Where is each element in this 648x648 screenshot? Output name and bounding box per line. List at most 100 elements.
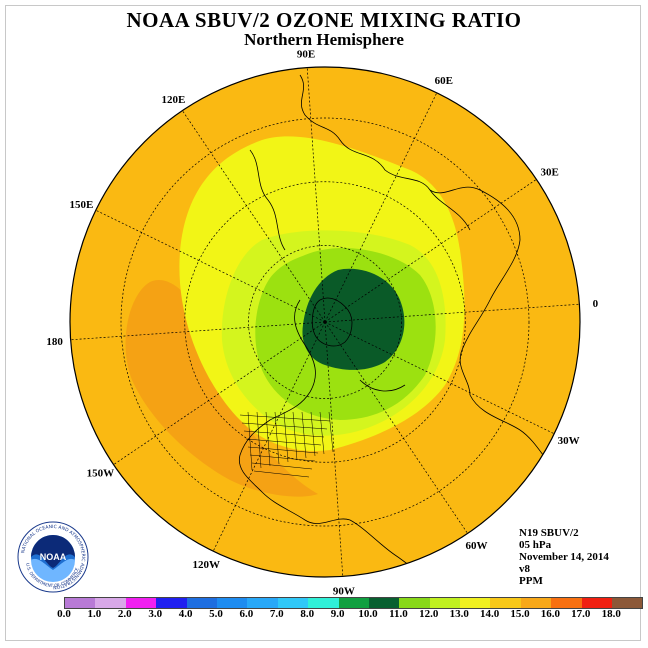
colorbar-swatch (125, 598, 157, 608)
colorbar-label: 11.0 (389, 608, 408, 620)
longitude-label: 30E (540, 167, 558, 179)
colorbar-label: 1.0 (87, 608, 102, 620)
colorbar-swatch (186, 598, 217, 608)
noaa-logo: NATIONAL OCEANIC AND ATMOSPHERIC ADMINIS… (17, 521, 89, 593)
meridian-line (113, 321, 326, 465)
state-line (241, 422, 328, 430)
meridian-line (324, 303, 580, 323)
coastline-east-asia (249, 149, 286, 251)
colorbar-swatch (277, 598, 309, 608)
coastline-north-america (238, 299, 316, 521)
colorbar-label: 8.0 (300, 608, 315, 620)
colorbar-label: 5.0 (209, 608, 223, 620)
colorbar-swatch (612, 598, 643, 608)
info-version: v8 (519, 563, 530, 575)
coastline-arctic-islands (359, 379, 406, 392)
longitude-label: 60W (466, 540, 488, 552)
info-units: PPM (519, 575, 543, 587)
coastline-greenland (311, 297, 353, 347)
latitude-circle (248, 245, 402, 399)
colorbar-swatch (247, 598, 278, 608)
colorbar (64, 597, 644, 609)
meridian-line (70, 321, 326, 341)
map-border (69, 66, 581, 578)
state-line (251, 462, 313, 470)
state-line (274, 411, 280, 465)
logo-bird-shape (31, 535, 75, 568)
zone-dark-green (302, 268, 405, 370)
state-line (319, 411, 325, 455)
meridian-line (324, 321, 344, 577)
colorbar-label: 4.0 (178, 608, 193, 620)
graticule (70, 67, 580, 577)
longitude-label: 60E (435, 75, 453, 87)
meridian-line (306, 67, 326, 323)
info-satellite: N19 SBUV/2 (519, 527, 579, 539)
colorbar-swatch (95, 598, 126, 608)
colorbar-label: 2.0 (117, 608, 132, 620)
colorbar-swatch (490, 598, 521, 608)
us-state-lines (239, 411, 334, 478)
colorbar-swatch (368, 598, 400, 608)
latitude-circle (184, 181, 466, 463)
latitude-circle (120, 117, 530, 527)
state-line (243, 430, 325, 438)
longitude-label: 30W (558, 435, 580, 447)
state-line (292, 411, 298, 461)
colorbar-label: 12.0 (419, 608, 439, 620)
longitude-label: 0 (593, 298, 599, 310)
longitude-label: 150E (70, 199, 94, 211)
state-line (245, 438, 322, 446)
colorbar-swatch (308, 598, 339, 608)
info-level: 05 hPa (519, 539, 552, 551)
meridian-line (95, 209, 326, 323)
colorbar-label: 15.0 (510, 608, 530, 620)
colorbar-label: 18.0 (601, 608, 621, 620)
page-subtitle: Northern Hemisphere (244, 30, 404, 49)
state-line (301, 411, 307, 459)
colorbar-label: 7.0 (269, 608, 284, 620)
longitude-label: 180 (46, 336, 63, 348)
colorbar-swatch (520, 598, 552, 608)
longitude-label: 120W (192, 559, 220, 571)
info-block: N19 SBUV/2 05 hPa November 14, 2014 v8 P… (519, 527, 609, 587)
state-line (247, 411, 253, 471)
longitude-label: 150W (87, 467, 115, 479)
meridian-line (324, 92, 438, 323)
meridian-line (324, 321, 555, 435)
coastline-asia (299, 74, 471, 231)
info-date: November 14, 2014 (519, 551, 609, 563)
colorbar-swatch (429, 598, 461, 608)
logo-lower-arc (31, 558, 75, 582)
colorbar-swatch (65, 598, 96, 608)
colorbar-swatch (156, 598, 187, 608)
state-line (253, 470, 310, 478)
colorbar-label: 9.0 (330, 608, 345, 620)
meridian-line (324, 321, 468, 534)
meridian-line (324, 179, 537, 323)
logo-text: NOAA (40, 552, 67, 562)
state-line (328, 411, 334, 453)
coastline-europe (429, 186, 521, 396)
colorbar-labels: 0.0 1.0 2.0 3.0 4.0 5.0 6.0 7.0 8.0 9.0 10.0 11.0 12… (50, 608, 621, 622)
colorbar-swatch (216, 598, 248, 608)
longitude-label: 90W (333, 585, 355, 597)
zone-orange-dark (125, 279, 318, 497)
colorbar-swatch (399, 598, 430, 608)
colorbar-swatch (338, 598, 369, 608)
colorbar-swatch (581, 598, 613, 608)
state-line (256, 411, 262, 469)
colorbar-label: 16.0 (540, 608, 561, 620)
colorbar-label: 3.0 (148, 608, 163, 620)
meridian-line (182, 110, 326, 323)
state-line (239, 414, 331, 422)
meridian-line (212, 321, 326, 552)
state-line (283, 411, 289, 463)
colorbar-swatch (551, 598, 582, 608)
state-line (265, 411, 271, 467)
colorbar-label: 17.0 (571, 608, 591, 620)
state-line (310, 411, 316, 457)
figure-frame (5, 5, 641, 641)
colorbar-label: 0.0 (57, 608, 71, 620)
